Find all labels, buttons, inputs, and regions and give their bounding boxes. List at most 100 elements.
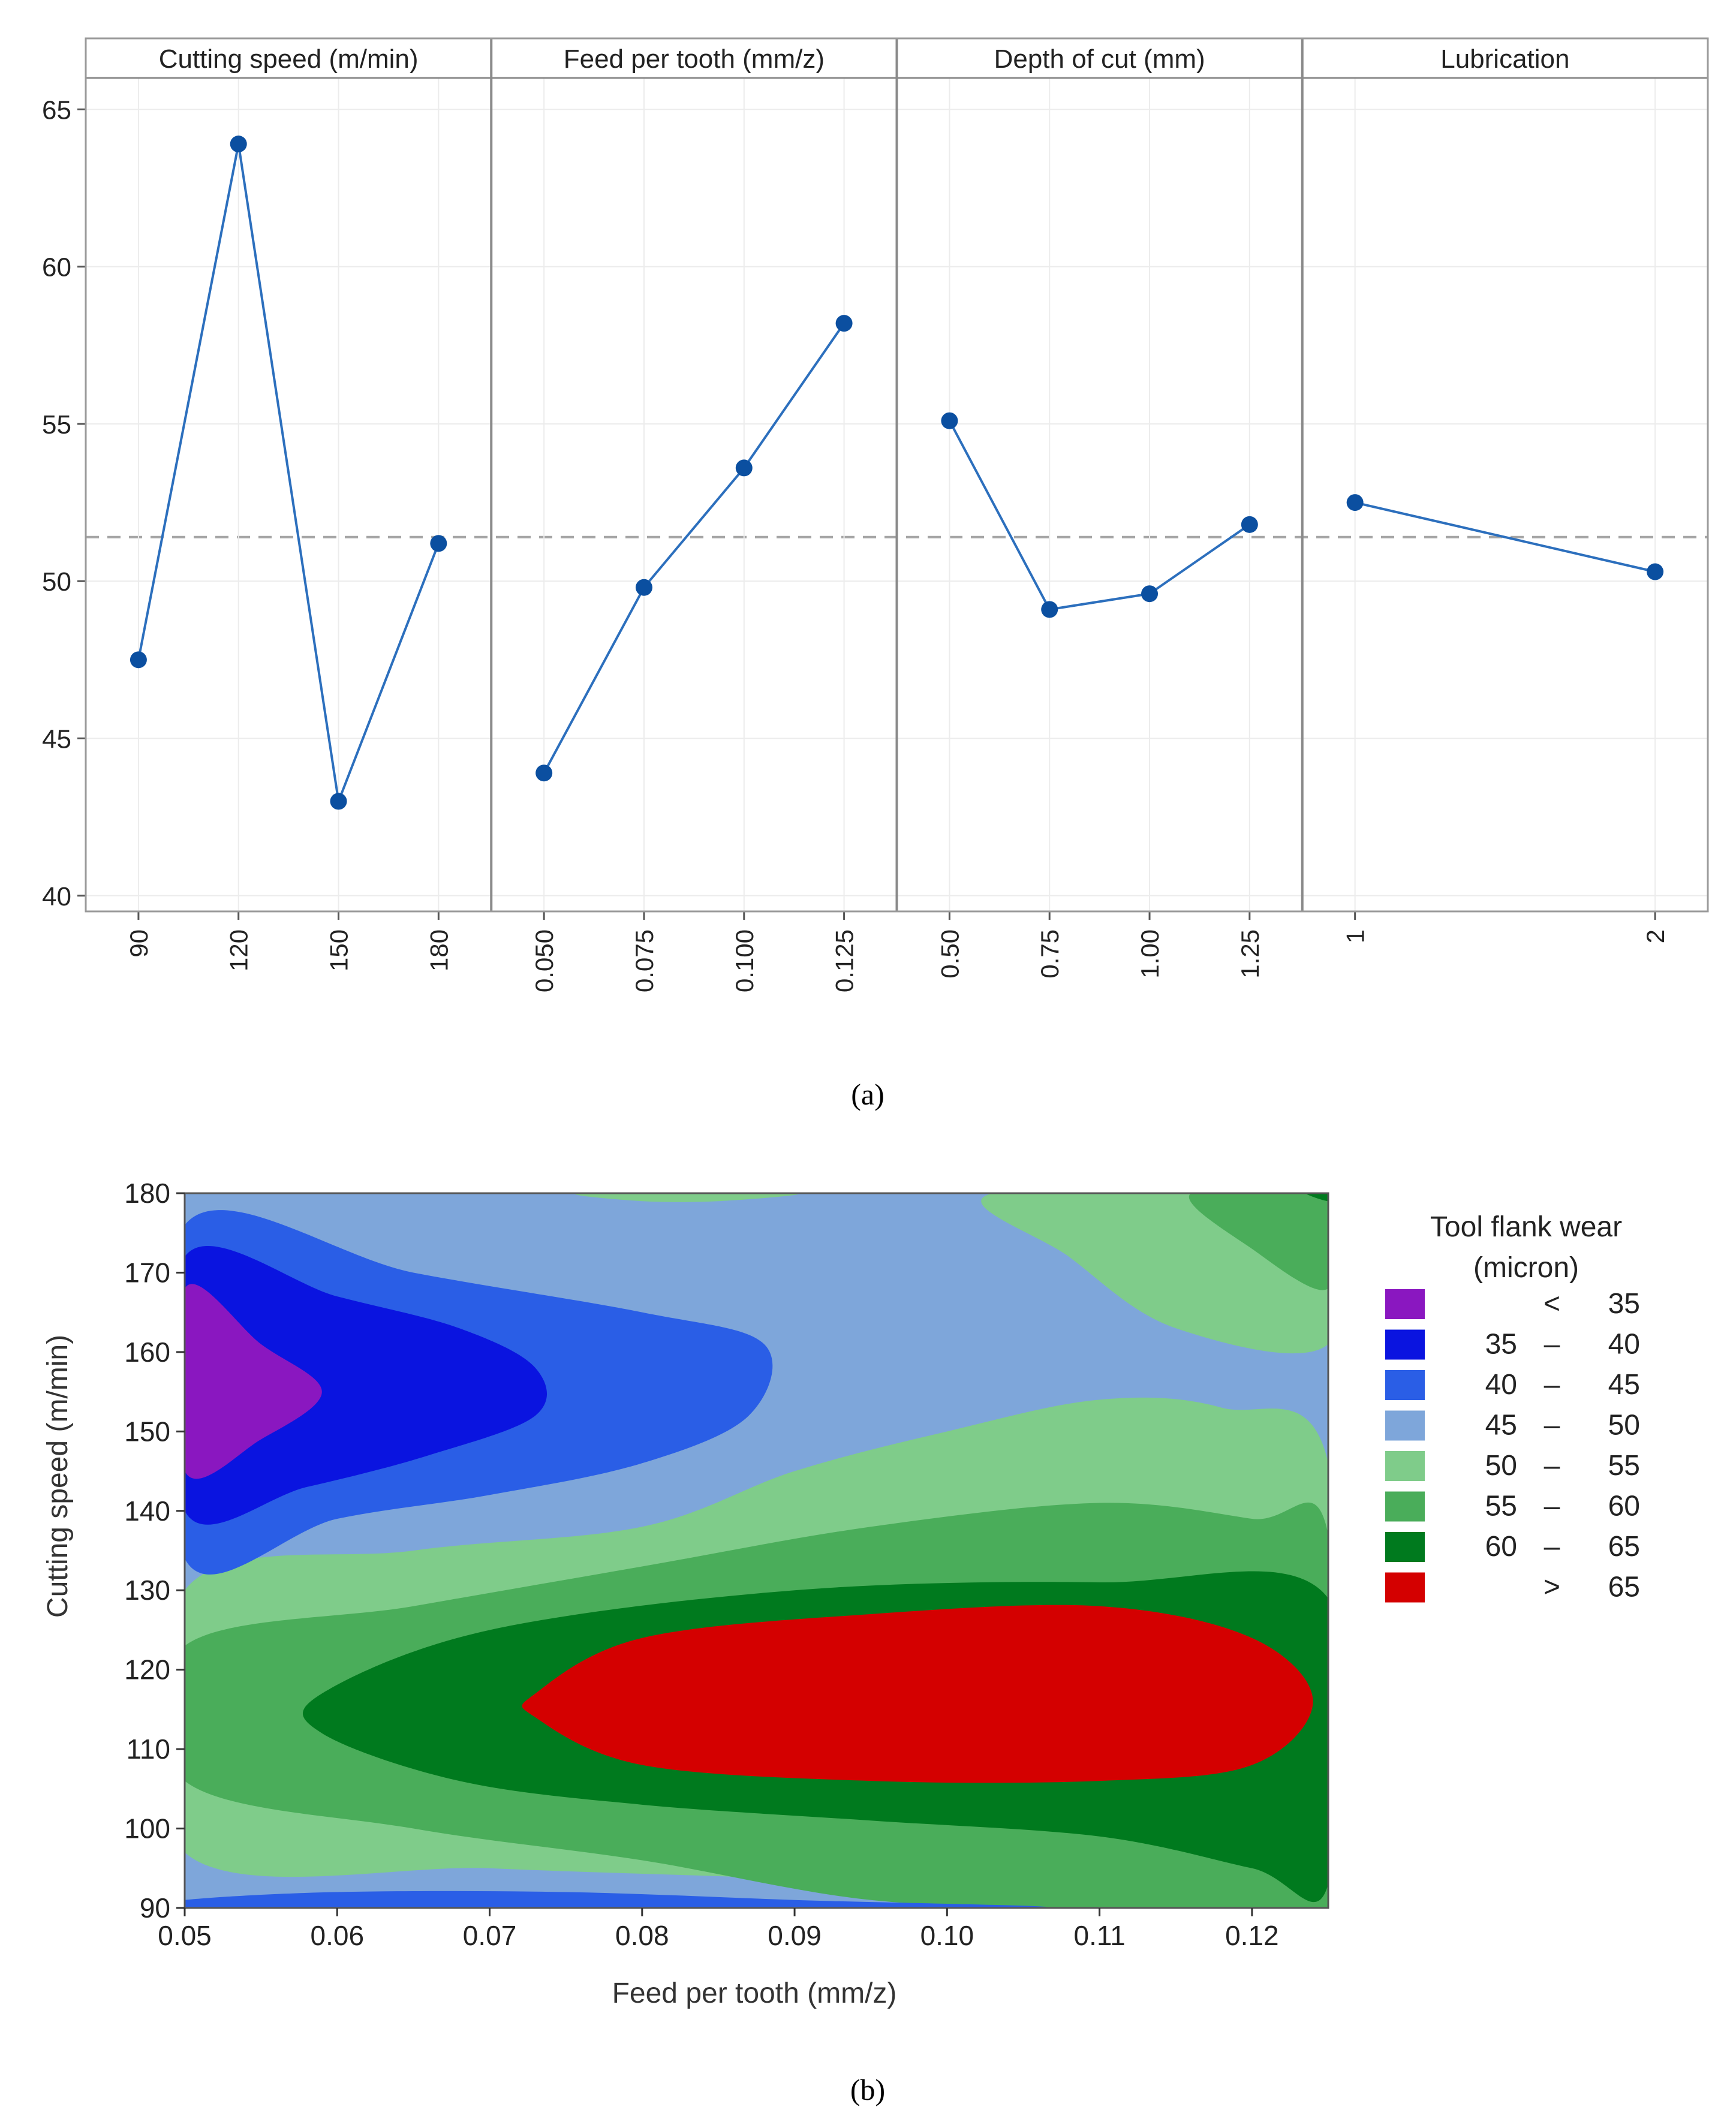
data-point xyxy=(1241,516,1258,533)
legend-range-from: 45 xyxy=(1485,1410,1517,1441)
contour-region xyxy=(185,1891,1047,1908)
legend-range-separator: – xyxy=(1544,1491,1560,1522)
x-tick-label: 0.12 xyxy=(1225,1920,1279,1951)
legend-swatch xyxy=(1385,1532,1425,1562)
legend-range-separator: – xyxy=(1544,1531,1560,1563)
legend-range-to: 50 xyxy=(1608,1410,1640,1441)
y-tick-label: 40 xyxy=(42,882,71,911)
x-tick-label: 0.100 xyxy=(730,929,759,992)
data-point xyxy=(330,793,347,810)
y-tick-label: 50 xyxy=(42,567,71,597)
legend-swatch xyxy=(1385,1289,1425,1319)
legend-swatch xyxy=(1385,1410,1425,1441)
data-point xyxy=(1647,563,1664,580)
x-tick-label: 1.00 xyxy=(1136,929,1164,979)
x-tick-label: 2 xyxy=(1641,929,1669,943)
subfigure-label-b: (b) xyxy=(850,2073,885,2106)
y-tick-label: 150 xyxy=(124,1416,170,1447)
data-point xyxy=(130,651,147,669)
panel-title: Cutting speed (m/min) xyxy=(159,44,419,74)
legend-range-from: 55 xyxy=(1485,1491,1517,1522)
x-tick-label: 0.50 xyxy=(935,929,964,979)
data-point xyxy=(1041,601,1058,618)
contour-legend: Tool flank wear(micron)< 3535–4040–4545–5… xyxy=(1385,1211,1640,1603)
legend-range-from: 40 xyxy=(1485,1369,1517,1401)
x-tick-label: 0.050 xyxy=(530,929,558,992)
legend-range-symbol: < xyxy=(1544,1288,1560,1320)
x-tick-label: 180 xyxy=(425,929,453,971)
legend-range-to: 40 xyxy=(1608,1329,1640,1361)
y-tick-label: 65 xyxy=(42,95,71,125)
series-line xyxy=(543,322,846,774)
x-tick-label: 120 xyxy=(225,929,253,971)
y-tick-label: 90 xyxy=(140,1892,170,1924)
x-tick-label: 0.06 xyxy=(311,1920,365,1951)
x-tick-label: 0.05 xyxy=(158,1920,212,1951)
y-tick-label: 120 xyxy=(124,1654,170,1685)
contour-region xyxy=(522,1605,1313,1783)
series-line xyxy=(137,143,440,806)
data-point xyxy=(230,136,247,153)
legend-range-from: 60 xyxy=(1485,1531,1517,1563)
data-point xyxy=(1346,494,1364,511)
data-point xyxy=(635,579,652,596)
contour-region xyxy=(1305,1193,1328,1202)
y-tick-label: 180 xyxy=(124,1178,170,1209)
legend-range-separator: – xyxy=(1544,1410,1560,1441)
legend-range-to: 45 xyxy=(1608,1369,1640,1401)
y-tick-label: 100 xyxy=(124,1813,170,1844)
contour-region xyxy=(185,1245,547,1525)
legend-range-separator: – xyxy=(1544,1329,1560,1361)
legend-range-symbol: > xyxy=(1544,1572,1560,1603)
contour-region xyxy=(575,1193,799,1202)
legend-range-to: 55 xyxy=(1608,1450,1640,1482)
legend-range-separator: – xyxy=(1544,1450,1560,1482)
data-point xyxy=(941,412,958,429)
series-line xyxy=(1355,501,1656,573)
legend-swatch xyxy=(1385,1572,1425,1603)
x-tick-label: 0.11 xyxy=(1074,1920,1126,1951)
legend-title: Tool flank wear xyxy=(1430,1211,1622,1243)
main-effects-plot: 40 45 50 55 60 65 Cutting speed (m/min) 90 120 15… xyxy=(42,37,1709,992)
data-point xyxy=(1141,585,1159,603)
y-tick-label: 60 xyxy=(42,253,71,282)
y-tick-label: 45 xyxy=(42,725,71,754)
y-tick-label: 160 xyxy=(124,1337,170,1368)
legend-range-separator: – xyxy=(1544,1369,1560,1401)
x-tick-label: 0.10 xyxy=(920,1920,974,1951)
data-point xyxy=(735,459,753,477)
data-point xyxy=(430,535,447,552)
contour-frame xyxy=(183,1192,1329,1909)
x-tick-label: 0.75 xyxy=(1036,929,1064,979)
contour-region xyxy=(1189,1193,1328,1290)
x-tick-label: 1 xyxy=(1341,929,1370,943)
legend-range-to: 60 xyxy=(1608,1491,1640,1522)
panel-title: Lubrication xyxy=(1440,44,1569,74)
x-tick-label: 0.075 xyxy=(630,929,658,992)
legend-swatch xyxy=(1385,1329,1425,1360)
x-tick-label: 0.08 xyxy=(615,1920,669,1951)
legend-range-to: 65 xyxy=(1608,1531,1640,1563)
y-tick-label: 130 xyxy=(124,1575,170,1606)
subfigure-label-a: (a) xyxy=(851,1077,884,1111)
y-tick-label: 140 xyxy=(124,1495,170,1527)
contour-region xyxy=(185,1284,322,1479)
data-point xyxy=(535,764,553,782)
x-tick-label: 0.125 xyxy=(831,929,859,992)
x-tick-label: 0.09 xyxy=(768,1920,822,1951)
y-tick-label: 170 xyxy=(124,1257,170,1288)
legend-swatch xyxy=(1385,1451,1425,1481)
x-tick-label: 0.07 xyxy=(463,1920,517,1951)
x-tick-label: 1.25 xyxy=(1236,929,1264,979)
contour-plot: 0.05 0.06 0.07 0.08 0.09 0.10 0.11 0.12 90 100 110… xyxy=(124,1178,1329,1951)
x-tick-label: 150 xyxy=(325,929,353,971)
plot-border xyxy=(85,37,1709,913)
legend-range-from: 50 xyxy=(1485,1450,1517,1482)
y-tick-label: 55 xyxy=(42,410,71,440)
series-line xyxy=(948,420,1250,611)
panel-title: Depth of cut (mm) xyxy=(994,44,1205,74)
legend-swatch xyxy=(1385,1370,1425,1400)
legend-range-to: 35 xyxy=(1608,1288,1640,1320)
contour-x-axis-label: Feed per tooth (mm/z) xyxy=(612,1977,897,2009)
